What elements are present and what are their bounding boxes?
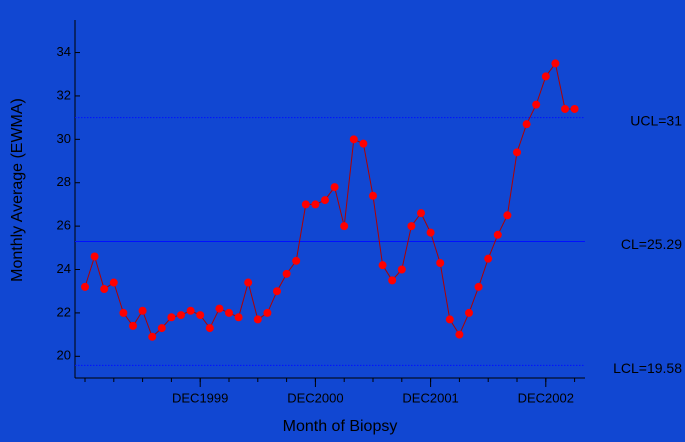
data-point — [186, 306, 195, 315]
data-point — [196, 311, 205, 320]
data-point — [522, 120, 531, 129]
data-point — [292, 256, 301, 265]
x-tick-label: DEC2000 — [287, 390, 343, 405]
data-point — [282, 269, 291, 278]
data-point — [445, 315, 454, 324]
data-point — [215, 304, 224, 313]
data-point — [148, 332, 157, 341]
data-point — [503, 211, 512, 220]
data-point — [129, 321, 137, 330]
data-point — [253, 315, 262, 324]
y-tick-label: 34 — [57, 44, 71, 59]
data-point — [349, 135, 358, 144]
control-line-label: CL=25.29 — [621, 236, 682, 252]
data-point — [138, 306, 147, 315]
data-point — [157, 324, 166, 333]
data-point — [407, 222, 416, 231]
data-point — [90, 252, 99, 261]
data-point — [273, 287, 281, 296]
data-point — [301, 200, 310, 209]
data-point — [340, 222, 349, 231]
data-point — [369, 191, 377, 200]
data-point — [570, 104, 579, 113]
data-point — [177, 311, 185, 320]
data-point — [205, 324, 214, 333]
x-axis-title: Month of Biopsy — [283, 418, 398, 435]
data-point — [493, 230, 502, 239]
data-point — [359, 139, 368, 148]
data-point — [330, 183, 339, 192]
data-point — [484, 254, 493, 263]
data-point — [321, 196, 329, 205]
data-point — [109, 278, 118, 287]
x-tick-label: DEC1999 — [172, 390, 228, 405]
data-point — [455, 330, 464, 339]
control-line-label: UCL=31 — [630, 112, 682, 128]
x-tick-label: DEC2001 — [402, 390, 458, 405]
y-tick-label: 32 — [57, 87, 71, 102]
data-point — [225, 308, 233, 317]
data-point — [397, 265, 406, 274]
data-point — [426, 228, 435, 237]
y-tick-label: 28 — [57, 174, 71, 189]
y-axis-title: Monthly Average (EWMA) — [9, 98, 26, 282]
data-point — [244, 278, 253, 287]
y-tick-label: 26 — [57, 218, 71, 233]
data-point — [388, 276, 397, 285]
data-point — [263, 308, 272, 317]
data-point — [532, 100, 541, 109]
y-tick-label: 20 — [57, 348, 71, 363]
data-point — [100, 285, 109, 294]
y-tick-label: 30 — [57, 131, 71, 146]
data-point — [436, 259, 445, 268]
y-tick-label: 24 — [57, 261, 71, 276]
data-point — [541, 72, 550, 81]
data-point — [311, 200, 320, 209]
series-line — [84, 62, 575, 338]
data-point — [119, 308, 128, 317]
data-point — [417, 209, 425, 218]
data-point — [378, 261, 387, 270]
data-point — [167, 313, 176, 322]
data-point — [81, 282, 89, 291]
data-point — [465, 308, 473, 317]
data-point — [513, 148, 521, 157]
data-point — [234, 313, 243, 322]
y-tick-label: 22 — [57, 304, 71, 319]
x-tick-label: DEC2002 — [518, 390, 574, 405]
control-line-label: LCL=19.58 — [613, 360, 682, 376]
data-point — [551, 59, 560, 68]
data-point — [561, 104, 569, 113]
data-point — [474, 282, 483, 291]
